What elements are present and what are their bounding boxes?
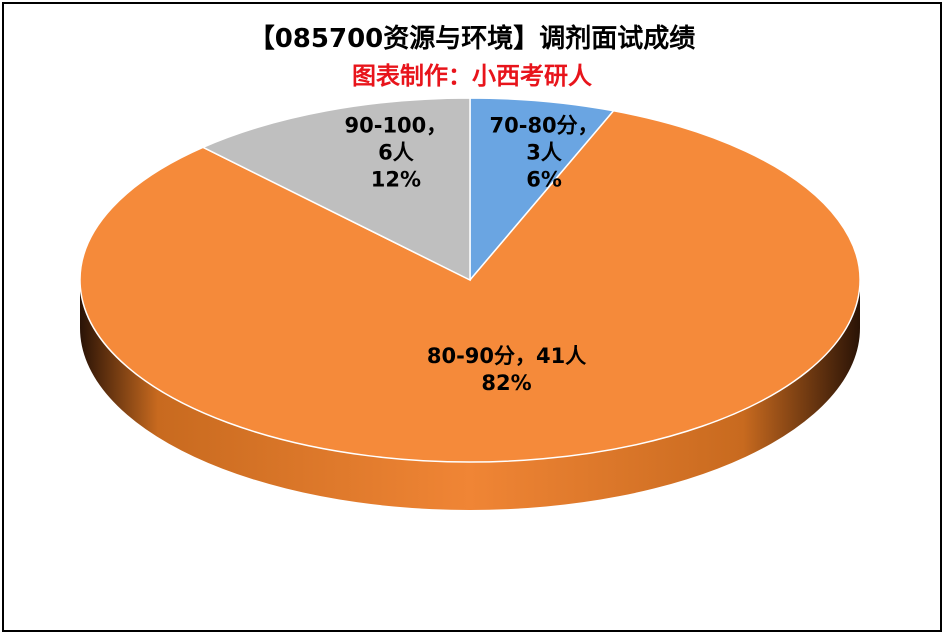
pie-label-2-line-2: 12% <box>371 168 421 192</box>
pie-slice-2 <box>201 97 471 282</box>
pie-side-1 <box>80 280 860 510</box>
pie-label-2-line-0: 90-100， <box>345 114 448 138</box>
watermark: 大数跨境 <box>10 602 112 626</box>
pie-chart: 70-80分， 3人 6% 80-90分，41人 82% 90-100， 6人 12% <box>79 97 861 510</box>
chart-title: 【085700资源与环境】调剂面试成绩 <box>248 24 696 54</box>
pie-slice-1 <box>79 109 861 463</box>
pie-labels: 70-80分， 3人 6% 80-90分，41人 82% 90-100， 6人 12% <box>345 114 599 395</box>
pie-label-0-line-0: 70-80分， <box>490 114 599 138</box>
pie-label-2-line-1: 6人 <box>378 141 414 165</box>
chat-bubble-logo-icon <box>11 607 43 621</box>
pie-slice-0 <box>469 97 615 283</box>
pie-top-face <box>79 97 861 463</box>
chart-subtitle: 图表制作：小西考研人 <box>352 62 592 90</box>
pie-label-1-line-0: 80-90分，41人 <box>427 344 586 368</box>
pie-side-wall <box>80 280 860 510</box>
pie-label-0-line-2: 6% <box>526 168 562 192</box>
watermark-text: 大数跨境 <box>48 606 113 625</box>
pie-label-1-line-1: 82% <box>481 371 531 395</box>
pie-label-0-line-1: 3人 <box>526 141 562 165</box>
